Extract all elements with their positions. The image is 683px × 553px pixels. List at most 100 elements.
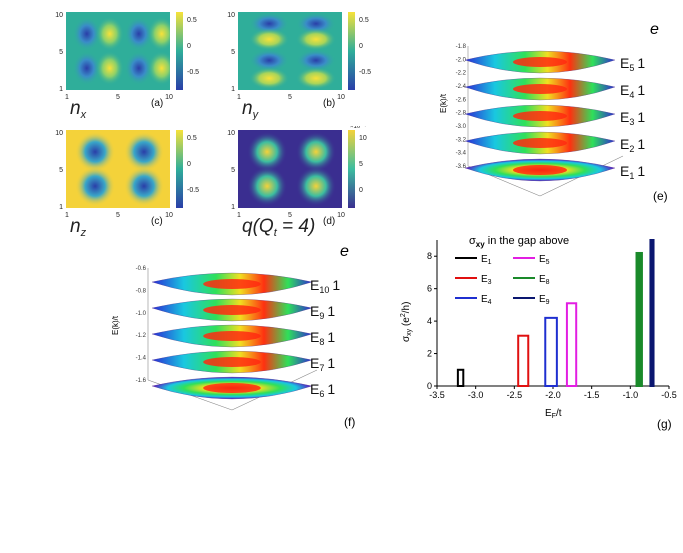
z-tick: -1.8 [456, 44, 467, 50]
map-x-tick: 1 [65, 212, 69, 219]
z-axis-label: E(k)/t [112, 315, 120, 335]
map-y-tick: 1 [59, 204, 63, 211]
bar-E5 [565, 302, 578, 387]
z-tick: -2.6 [456, 97, 467, 103]
map-y-tick: 1 [231, 204, 235, 211]
colorbar-tick: 0 [187, 43, 191, 50]
z-tick: -1.0 [136, 311, 147, 317]
x-tick-label: -2.5 [507, 390, 523, 400]
x-axis-label: EF/t [545, 408, 562, 420]
colorbar-tick: 0 [359, 187, 363, 194]
colorbar-tick: -0.5 [187, 69, 199, 76]
bar-E4 [544, 316, 558, 387]
z-tick: -0.6 [136, 266, 147, 272]
band-label: E7 1 [310, 355, 335, 373]
chart-axes [436, 240, 669, 387]
map-x-tick: 10 [165, 94, 173, 101]
y-tick-label: 2 [427, 349, 432, 359]
panel-label-f: (f) [344, 415, 355, 429]
band-surfaces-f: -0.6 -0.8 -1.0 -1.2 -1.4 -1.6 E10 1 E9 1 E8 1 E7 1 E6 1… [111, 240, 372, 435]
x-tick-label: -3.0 [468, 390, 484, 400]
quantity-label: q(Qt = 4) [242, 216, 315, 238]
map-x-tick: 10 [165, 212, 173, 219]
band-label: E10 1 [310, 277, 340, 295]
panel-label-g: (g) [657, 417, 672, 431]
map-x-tick: 5 [116, 94, 120, 101]
legend-entry: E5 [539, 254, 550, 266]
map-x-tick: 10 [337, 212, 345, 219]
colorbar-tick: 0.5 [359, 17, 369, 24]
quantity-label: nz [70, 216, 87, 238]
band-label: E6 1 [310, 381, 335, 399]
colormap-panel-b: 0.5 0 -0.5 10 5 1 1 5 10 ny (b) [212, 8, 382, 121]
map-x-tick: 5 [288, 212, 292, 219]
panel-label-b: (b) [323, 98, 335, 109]
bar-E8 [635, 251, 643, 387]
colormap-b: 0.5 0 -0.5 10 5 11 5 10 ny (b) [227, 12, 371, 121]
x-tick-label: -3.5 [429, 390, 445, 400]
corner-glyph: e [340, 243, 349, 260]
map-x-tick: 5 [116, 212, 120, 219]
panel-label-a: (a) [151, 98, 163, 109]
colorbar-tick: 0 [359, 43, 363, 50]
legend-entry: E1 [481, 254, 492, 266]
z-tick: -3.0 [456, 124, 467, 130]
map-x-tick: 1 [237, 212, 241, 219]
z-tick: -2.4 [456, 84, 467, 90]
z-tick: -2.0 [456, 57, 467, 63]
band-label: E8 1 [310, 329, 335, 347]
colormap-panel-c: 0.5 0 -0.5 10 5 1 1 5 10 nz (c) [40, 126, 210, 239]
y-tick-label: 4 [427, 316, 432, 326]
colorbar-tick: 10 [359, 135, 367, 142]
z-tick: -2.8 [456, 111, 467, 117]
band-surfaces-e-plot: -1.8 -2.0 -2.2 -2.4 -2.6 -2.8 -3.0 -3.2 -3.4 -3.6… [439, 21, 668, 203]
colormap-d: 10 5 0 ×10⁻⁴ 10 5 11 5 10 q(Qt = 4) (d) [227, 123, 367, 239]
band-surfaces-e: -1.8 -2.0 -2.2 -2.4 -2.6 -2.8 -3.0 -3.2 -3.4 -3.6… [428, 18, 683, 208]
map-y-tick: 1 [59, 86, 63, 93]
colorbar-tick: 0.5 [187, 17, 197, 24]
legend-entry: E4 [481, 294, 492, 306]
band-surfaces-f-plot: -0.6 -0.8 -1.0 -1.2 -1.4 -1.6 E10 1 E9 1 E8 1 E7 1 E6 1… [111, 243, 355, 429]
colormap-a: 0.5 0 -0.5 10 5 11 5 10 nx (a) [55, 12, 199, 121]
map-y-tick: 10 [55, 130, 63, 137]
map-y-tick: 10 [227, 12, 235, 19]
legend-entry: E8 [539, 274, 550, 286]
band-label: E9 1 [310, 303, 335, 321]
y-tick-label: 0 [427, 381, 432, 391]
bar-E9 [649, 239, 655, 387]
map-y-tick: 1 [231, 86, 235, 93]
map-y-tick: 5 [59, 167, 63, 174]
z-tick: -3.2 [456, 137, 467, 143]
band-label: E3 1 [620, 109, 645, 127]
colorbar-tick: 0.5 [187, 135, 197, 142]
z-tick: -2.2 [456, 71, 467, 77]
map-x-tick: 10 [337, 94, 345, 101]
panel-label-d: (d) [323, 216, 335, 227]
y-axis-label: σxy (e2/h) [400, 302, 413, 342]
y-tick-label: 6 [427, 284, 432, 294]
hall-conductivity-plot: σxy in the gap above σxy (e2/h) EF/t (g)… [400, 235, 677, 431]
z-tick: -0.8 [136, 288, 147, 294]
x-tick-label: -1.0 [623, 390, 639, 400]
colorbar-tick: 0 [187, 161, 191, 168]
map-x-tick: 5 [288, 94, 292, 101]
band-label: E2 1 [620, 136, 645, 154]
chart-title: σxy in the gap above [469, 235, 569, 249]
quantity-label: nx [70, 98, 87, 120]
y-tick-label: 8 [427, 251, 432, 261]
map-y-tick: 10 [227, 130, 235, 137]
band-label: E5 1 [620, 55, 645, 73]
colorbar-tick: 5 [359, 161, 363, 168]
legend-entry: E3 [481, 274, 492, 286]
legend-entry: E9 [539, 294, 550, 306]
map-x-tick: 1 [237, 94, 241, 101]
z-tick: -1.2 [136, 333, 147, 339]
bar-E3 [517, 334, 530, 387]
colormap-panel-a: 0.5 0 -0.5 10 5 1 1 5 10 nx (a) [40, 8, 210, 121]
colorbar-exponent: ×10⁻⁴ [350, 126, 366, 130]
colormap-panel-d: 10 5 0 ×10⁻⁴ 10 5 1 1 5 10 q(Qt = 4) (d) [212, 123, 382, 239]
panel-label-e: (e) [653, 189, 668, 203]
panel-label-c: (c) [151, 216, 163, 227]
bar-E1 [456, 368, 465, 387]
x-tick-label: -2.0 [545, 390, 561, 400]
